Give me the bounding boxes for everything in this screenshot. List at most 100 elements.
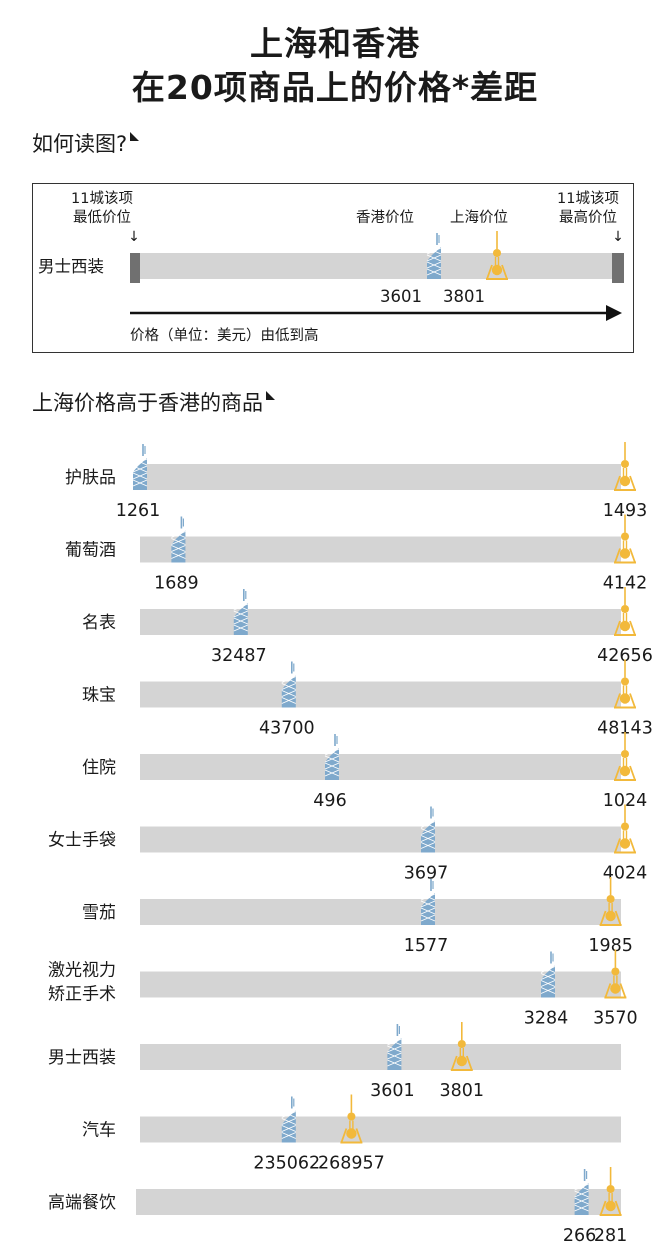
sh-value-label: 1493 <box>603 501 648 521</box>
chart-row: 珠宝 43700 48143 <box>82 659 653 739</box>
legend-low-endcap <box>130 253 140 283</box>
range-bar <box>140 826 621 853</box>
hk-tower-icon <box>281 661 296 708</box>
sh-value-label: 1024 <box>603 791 648 811</box>
sh-pearl-tower-icon <box>614 587 636 636</box>
legend-hk-label: 香港价位 <box>356 209 414 226</box>
row-label: 女士手袋 <box>48 831 116 851</box>
hk-tower-icon <box>420 806 436 853</box>
hk-tower-icon <box>540 951 556 998</box>
legend-sh-value: 3801 <box>443 287 485 306</box>
chart-row: 女士手袋 3697 4024 <box>48 804 648 884</box>
section-heading: 上海价格高于香港的商品 <box>32 389 275 417</box>
sh-pearl-tower-icon <box>486 231 508 280</box>
range-bar <box>140 681 621 708</box>
row-label: 住院 <box>82 758 116 778</box>
sh-value-label: 4024 <box>603 864 648 884</box>
range-bar <box>140 464 621 490</box>
sh-pearl-tower-icon <box>450 1022 473 1071</box>
legend-range-bar <box>130 253 622 279</box>
hk-value-label: 32487 <box>211 646 267 666</box>
row-label: 男士西装 <box>48 1048 116 1068</box>
legend-box: 11城该项 最低价位 ↓ 11城该项 最高价位 ↓ 香港价位 上海价位 男士西装… <box>32 183 634 353</box>
how-to-read-heading: 如何读图? <box>32 130 140 158</box>
legend-sh-pearl-tower-icon <box>486 231 508 280</box>
legend-svg: 11城该项 最低价位 ↓ 11城该项 最高价位 ↓ 香港价位 上海价位 男士西装… <box>38 190 624 344</box>
row-label: 矫正手术 <box>48 985 116 1005</box>
hk-tower-icon <box>281 1096 296 1143</box>
sh-pearl-tower-icon <box>614 732 636 781</box>
legend-low-label-2: 最低价位 <box>73 209 131 226</box>
legend-low-arrow: ↓ <box>128 229 140 245</box>
legend-arrow-head <box>606 305 622 321</box>
legend-high-endcap <box>612 253 624 283</box>
hk-tower-icon <box>426 233 442 279</box>
hk-value-label: 1261 <box>116 501 161 521</box>
row-label: 护肤品 <box>65 468 116 488</box>
legend-item-label: 男士西装 <box>38 257 104 276</box>
range-bar <box>136 1189 621 1215</box>
sh-pearl-tower-icon <box>614 442 636 491</box>
sh-pearl-tower-icon <box>340 1094 363 1144</box>
range-bar <box>140 609 621 635</box>
legend-hk-value: 3601 <box>380 287 422 306</box>
chart-row: 男士西装 3601 3801 <box>48 1022 621 1101</box>
legend-hk-tower-icon <box>426 233 442 279</box>
sh-value-label: 1985 <box>588 936 633 956</box>
hk-tower-icon <box>420 879 436 925</box>
hk-value-label: 3601 <box>370 1081 415 1101</box>
sh-value-label: 281 <box>594 1226 627 1246</box>
sh-pearl-tower-icon <box>614 514 636 564</box>
chart-title-line1: 上海和香港 <box>250 24 420 63</box>
chart-row: 葡萄酒 1689 4142 <box>65 514 648 594</box>
hk-value-label: 1577 <box>404 936 449 956</box>
sh-pearl-tower-icon <box>614 659 636 709</box>
legend-arrow-caption: 价格（单位：美元）由低到高 <box>130 327 319 344</box>
chart-row: 雪茄 1577 1985 <box>82 877 633 956</box>
row-label: 葡萄酒 <box>65 541 116 561</box>
section-title: 上海价格高于香港的商品 <box>32 391 263 415</box>
sh-pearl-tower-icon <box>614 804 636 854</box>
sh-pearl-tower-icon <box>599 1167 622 1216</box>
hk-tower-icon <box>171 516 186 563</box>
hk-value-label: 266 <box>563 1226 596 1246</box>
range-bar <box>140 754 621 780</box>
hk-value-label: 235062 <box>253 1154 320 1174</box>
row-label: 汽车 <box>82 1121 116 1141</box>
range-bar <box>140 899 621 925</box>
sh-value-label: 4142 <box>603 574 648 594</box>
sh-pearl-tower-icon <box>604 949 627 999</box>
hk-tower-icon <box>132 444 148 490</box>
sh-value-label: 3801 <box>440 1081 485 1101</box>
legend-high-label-2: 最高价位 <box>559 209 617 226</box>
row-label: 雪茄 <box>82 903 116 923</box>
legend-low-label-1: 11城该项 <box>71 190 133 207</box>
hk-value-label: 3284 <box>524 1009 569 1029</box>
corner-triangle-icon <box>130 132 140 141</box>
how-to-read-text: 如何读图? <box>32 132 128 156</box>
sh-value-label: 3570 <box>593 1009 638 1029</box>
hk-tower-icon <box>574 1169 589 1215</box>
chart-row: 名表 32487 42656 <box>82 587 653 666</box>
chart-title-line2: 在20项商品上的价格*差距 <box>131 68 539 107</box>
corner-triangle-icon <box>266 391 275 400</box>
range-bar <box>140 536 621 563</box>
row-label: 名表 <box>82 613 116 633</box>
sh-value-label: 268957 <box>318 1154 385 1174</box>
legend-sh-label: 上海价位 <box>450 209 508 226</box>
range-bar <box>140 1116 621 1143</box>
row-label: 激光视力 <box>48 961 116 981</box>
sh-value-label: 48143 <box>597 719 653 739</box>
row-label: 高端餐饮 <box>48 1193 116 1213</box>
legend-high-label-1: 11城该项 <box>557 190 619 207</box>
chart-row: 住院 496 1024 <box>82 732 647 811</box>
legend-high-arrow: ↓ <box>612 229 624 245</box>
hk-tower-icon <box>387 1024 402 1070</box>
range-bar <box>140 971 621 998</box>
hk-value-label: 43700 <box>259 719 315 739</box>
